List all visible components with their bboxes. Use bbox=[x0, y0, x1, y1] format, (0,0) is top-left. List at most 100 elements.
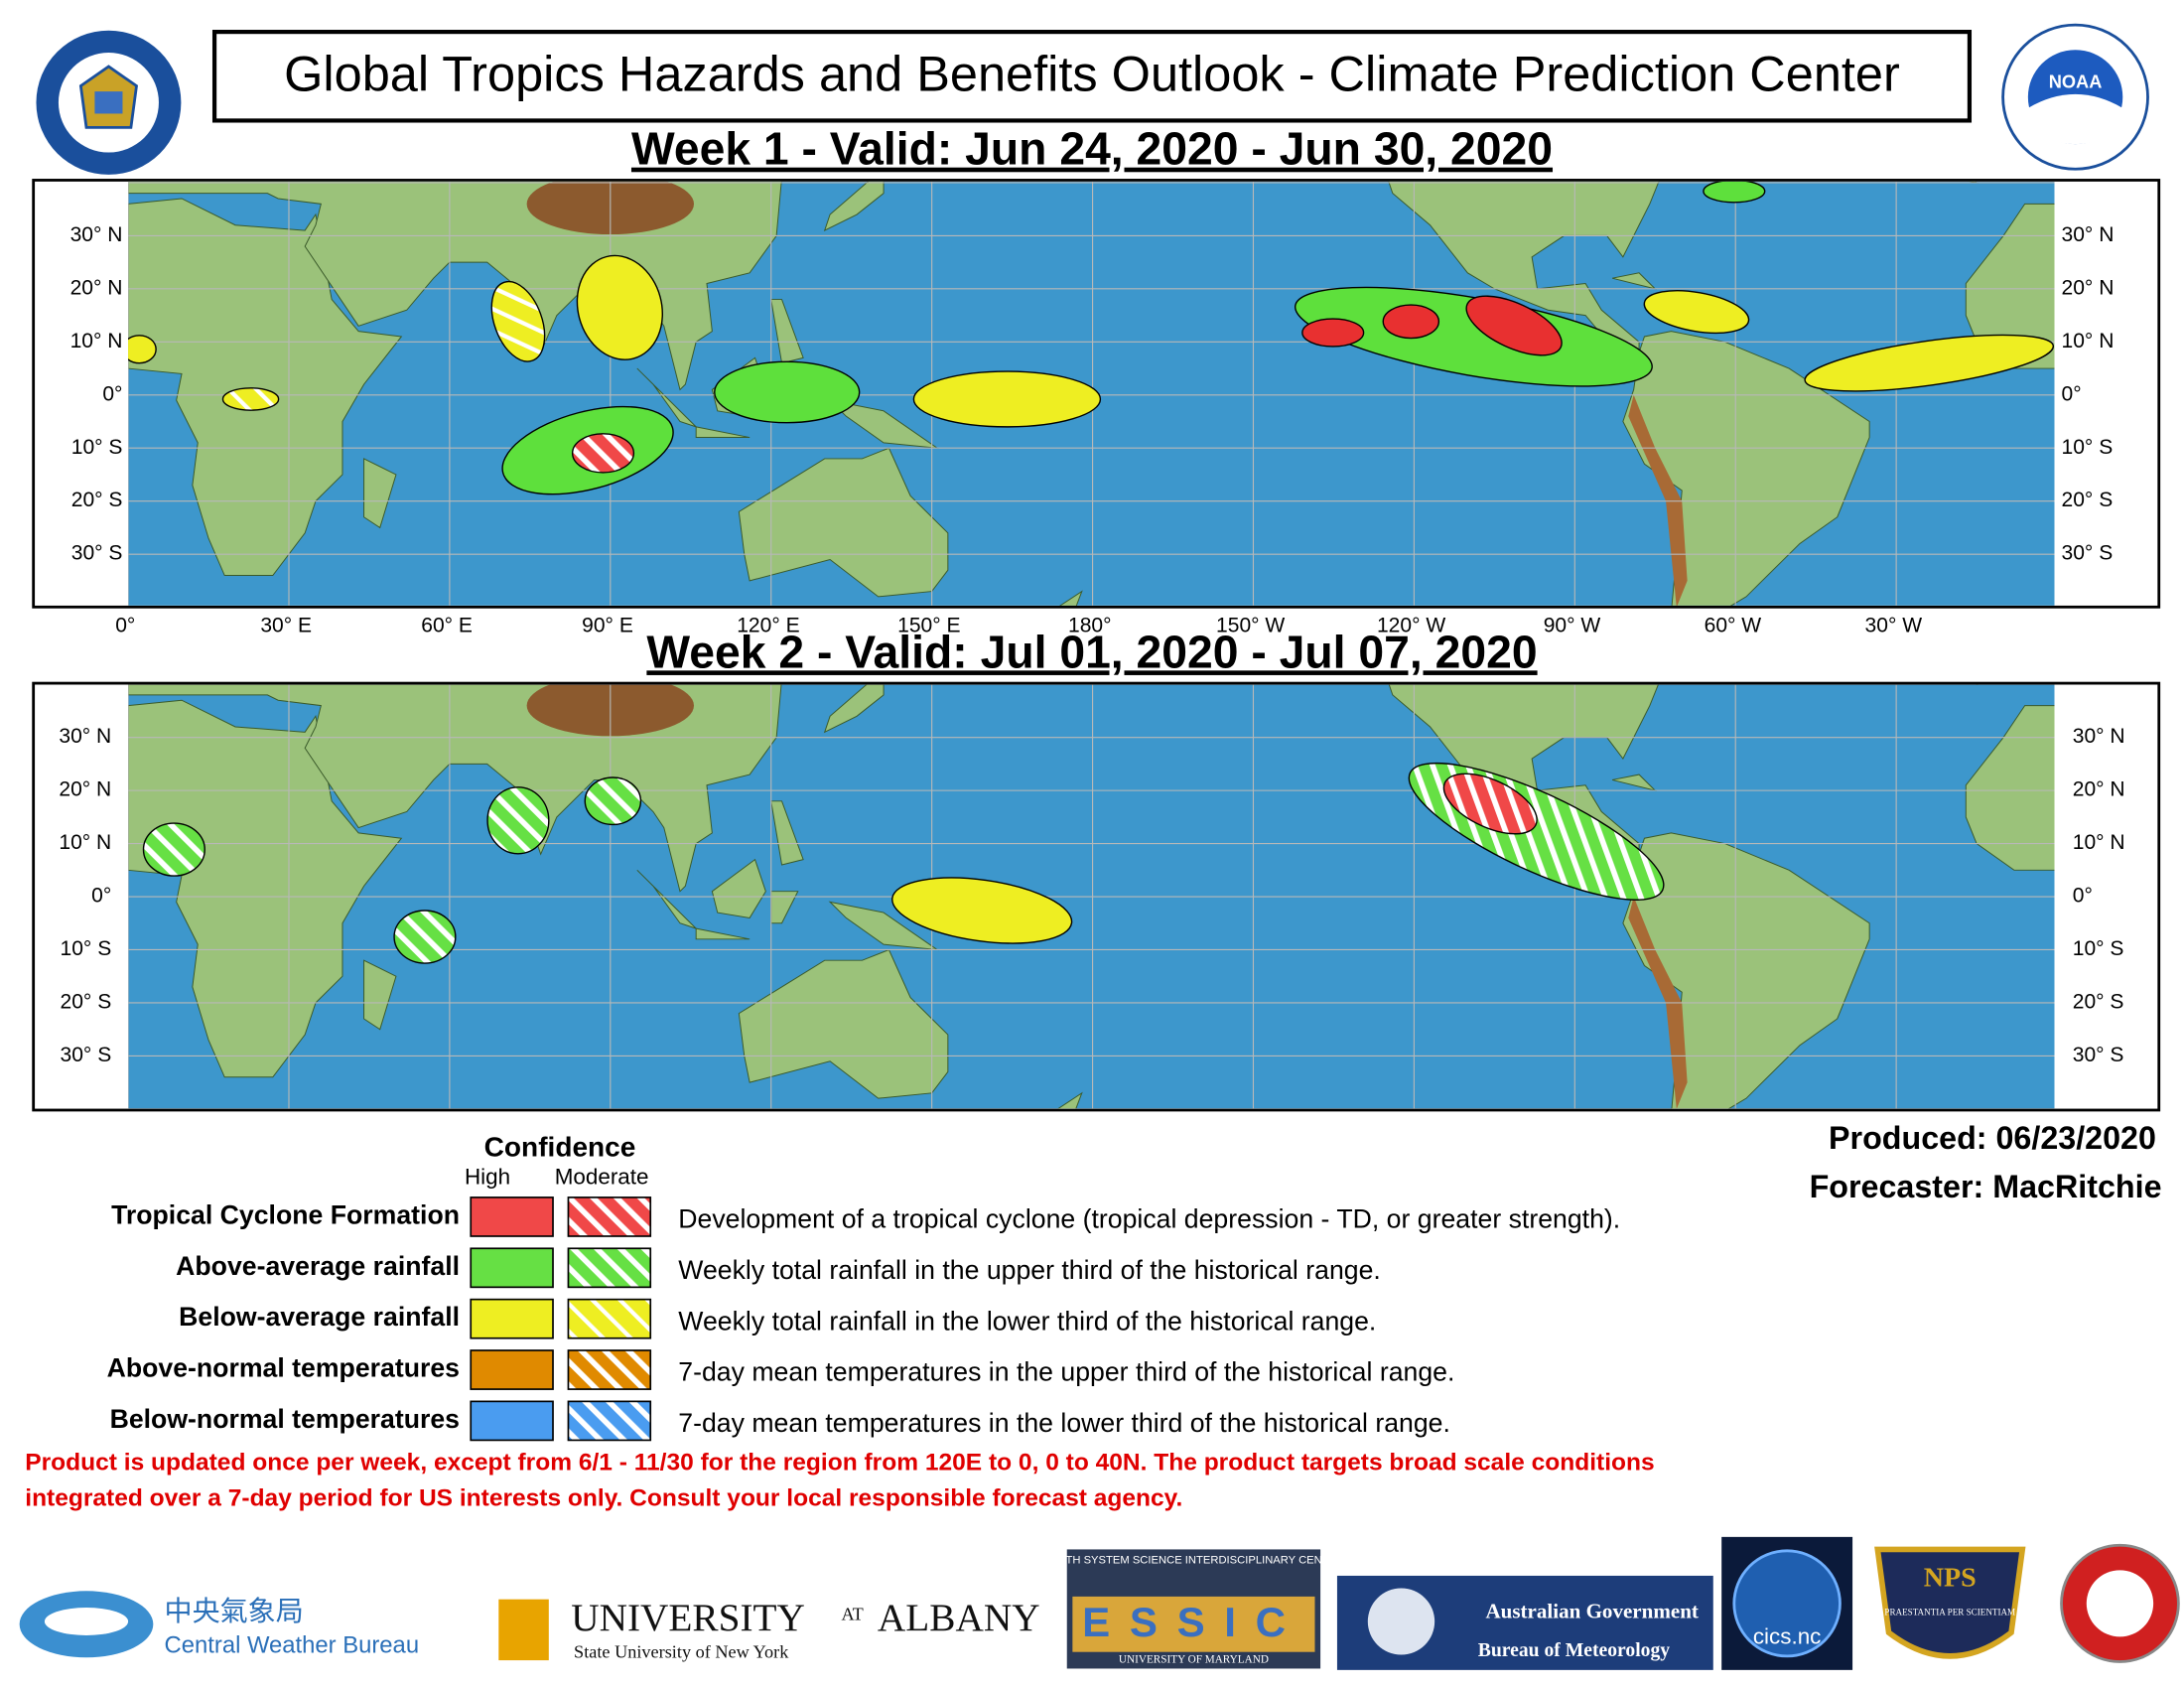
latitude-label: 30° S bbox=[61, 1044, 112, 1066]
land bbox=[695, 927, 751, 940]
latitude-label: 30° N bbox=[2073, 725, 2125, 748]
land bbox=[823, 181, 885, 232]
legend-swatch bbox=[470, 1400, 554, 1442]
produced: Produced: 06/23/2020 bbox=[1829, 1120, 2156, 1156]
latitude-label: 20° N bbox=[2073, 778, 2125, 801]
longitude-label: 90° E bbox=[582, 614, 633, 636]
longitude-label: 60° W bbox=[1705, 614, 1762, 636]
logo-hurricane bbox=[2060, 1543, 2180, 1663]
land bbox=[1611, 272, 1657, 290]
longitude-label: 30° E bbox=[260, 614, 312, 636]
noaa-text: NOAA bbox=[2049, 72, 2103, 92]
logo-text: cics.nc bbox=[1753, 1624, 1822, 1649]
latitude-label: 0° bbox=[102, 382, 122, 405]
legend-swatch bbox=[470, 1349, 554, 1390]
latitude-label: 30° S bbox=[2062, 542, 2114, 565]
land bbox=[128, 699, 403, 1078]
land bbox=[695, 426, 751, 439]
hazards-week2 bbox=[142, 762, 1665, 964]
legend-description: 7-day mean temperatures in the lower thi… bbox=[678, 1408, 1450, 1438]
forecaster: Forecaster: MacRitchie bbox=[1810, 1169, 2162, 1204]
legend-label: Tropical Cyclone Formation bbox=[111, 1200, 460, 1230]
legend-description: Weekly total rainfall in the upper third… bbox=[678, 1255, 1381, 1285]
longitude-label: 150° W bbox=[1216, 614, 1285, 636]
hazards-week1 bbox=[128, 181, 2055, 495]
land bbox=[1057, 1091, 1083, 1109]
land bbox=[636, 367, 697, 428]
logo-text: Australian Government bbox=[1485, 1599, 1698, 1622]
title-box bbox=[211, 30, 1973, 123]
longitude-label: 60° E bbox=[421, 614, 473, 636]
legend-swatch bbox=[470, 1298, 554, 1339]
latitude-label: 20° S bbox=[71, 489, 123, 511]
logo-text: Bureau of Meteorology bbox=[1478, 1640, 1671, 1661]
page-title: Global Tropics Hazards and Benefits Outl… bbox=[284, 46, 1900, 102]
latitude-label: 20° S bbox=[61, 991, 112, 1014]
logo-text: State University of New York bbox=[574, 1641, 789, 1661]
legend-swatch bbox=[567, 1298, 652, 1339]
latitude-label: 20° N bbox=[59, 778, 111, 801]
latitude-label: 30° N bbox=[70, 223, 123, 246]
land bbox=[128, 198, 403, 577]
land bbox=[828, 399, 939, 449]
logo-bom: Australian Government Bureau of Meteorol… bbox=[1336, 1575, 1713, 1670]
left-seal bbox=[36, 30, 182, 175]
logo-text: AT bbox=[841, 1605, 863, 1624]
legend: Confidence High Moderate Tropical Cyclon… bbox=[107, 1131, 1620, 1442]
disclaimer: Product is updated once per week, except… bbox=[25, 1449, 1654, 1476]
latitude-label: 10° N bbox=[2062, 330, 2115, 352]
logo-text: UNIVERSITY OF MARYLAND bbox=[1119, 1654, 1269, 1666]
latitude-label: 20° N bbox=[2062, 276, 2115, 299]
longitude-label: 150° E bbox=[897, 614, 960, 636]
land bbox=[1059, 590, 1083, 606]
logo-albany: UNIVERSITY AT ALBANY State University of… bbox=[498, 1597, 1040, 1661]
logo-text: 中央氣象局 bbox=[165, 1596, 304, 1626]
latitude-label: 10° N bbox=[59, 831, 111, 854]
land bbox=[738, 447, 949, 598]
legend-moderate: Moderate bbox=[555, 1164, 649, 1189]
map-week1 bbox=[128, 181, 2055, 606]
land bbox=[1965, 203, 2055, 369]
latitude-label: 10° S bbox=[71, 436, 123, 459]
logo-nps: NPS PRAESTANTIA PER SCIENTIAM bbox=[1874, 1546, 2026, 1659]
map-week2 bbox=[128, 684, 2055, 1109]
legend-swatch bbox=[567, 1247, 652, 1289]
latitude-label: 10° S bbox=[2062, 436, 2114, 459]
logo-text: ESSIC bbox=[1082, 1599, 1304, 1645]
legend-label: Below-normal temperatures bbox=[110, 1404, 460, 1434]
week2-title: Week 2 - Valid: Jul 01, 2020 - Jul 07, 2… bbox=[646, 626, 1537, 677]
land bbox=[738, 948, 949, 1099]
latitude-label: 10° N bbox=[70, 330, 123, 352]
logo-text: PRAESTANTIA PER SCIENTIAM bbox=[1884, 1608, 2015, 1618]
land bbox=[636, 869, 697, 929]
latitude-label: 20° S bbox=[2062, 489, 2114, 511]
legend-swatch bbox=[567, 1400, 652, 1442]
legend-description: 7-day mean temperatures in the upper thi… bbox=[678, 1357, 1454, 1387]
latitude-label: 0° bbox=[2073, 885, 2093, 908]
land bbox=[1611, 774, 1657, 792]
latitude-label: 30° N bbox=[59, 725, 111, 748]
land bbox=[828, 901, 939, 951]
latitude-label: 20° S bbox=[2073, 991, 2124, 1014]
logo-text: UNIVERSITY bbox=[571, 1597, 805, 1639]
land bbox=[128, 684, 782, 893]
logo-text: EARTH SYSTEM SCIENCE INTERDISCIPLINARY C… bbox=[1043, 1555, 1345, 1567]
noaa-seal: NOAA bbox=[2001, 23, 2149, 171]
legend-confidence: Confidence bbox=[484, 1131, 636, 1162]
latitude-label: 20° N bbox=[70, 276, 123, 299]
longitude-label: 0° bbox=[115, 614, 135, 636]
land bbox=[823, 684, 885, 734]
disclaimer: integrated over a 7-day period for US in… bbox=[25, 1485, 1182, 1512]
legend-label: Above-normal temperatures bbox=[107, 1353, 460, 1383]
legend-label: Below-average rainfall bbox=[179, 1302, 460, 1332]
latitude-label: 10° S bbox=[61, 937, 112, 960]
longitude-label: 180° bbox=[1068, 614, 1112, 636]
week1-title: Week 1 - Valid: Jun 24, 2020 - Jun 30, 2… bbox=[631, 123, 1553, 175]
land bbox=[363, 458, 397, 529]
land bbox=[1388, 181, 1660, 353]
longitude-label: 90° W bbox=[1544, 614, 1601, 636]
logo-text: ALBANY bbox=[878, 1597, 1040, 1639]
land bbox=[1965, 705, 2055, 871]
